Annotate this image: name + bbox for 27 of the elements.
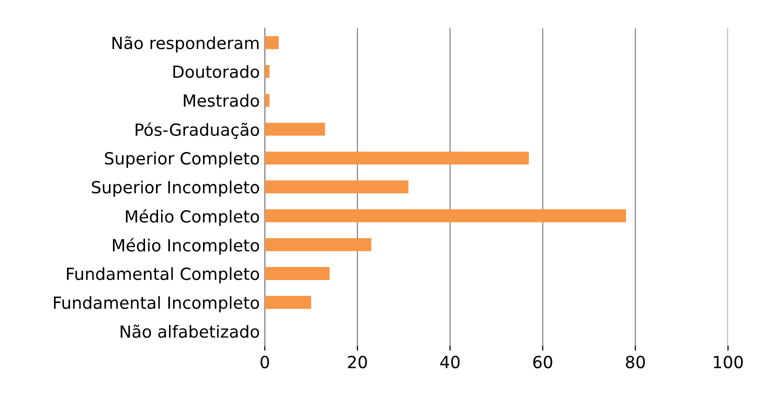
y-tick-label: Não responderam: [112, 36, 259, 53]
y-tick-label: Fundamental Incompleto: [54, 296, 260, 312]
y-tick-label: Pós-Graduação: [136, 122, 260, 139]
bar: [264, 238, 372, 252]
bar: [264, 267, 330, 280]
bar: [264, 122, 326, 136]
x-tick-label: 100: [714, 356, 743, 368]
y-tick-label: Superior Completo: [104, 152, 260, 168]
x-tick-label: 0: [260, 356, 269, 368]
y-tick-label: Mestrado: [184, 94, 260, 107]
bar: [264, 64, 270, 78]
x-tick-label: 40: [440, 356, 460, 368]
y-tick-label: Fundamental Completo: [66, 267, 260, 284]
y-tick-label: Não alfabetizado: [120, 324, 260, 338]
bar: [264, 94, 270, 107]
y-tick-label: Médio Completo: [126, 209, 260, 226]
bar: [264, 180, 408, 194]
y-tick-label: Superior Incompleto: [92, 180, 260, 197]
bar: [264, 152, 529, 165]
bar: [264, 36, 279, 50]
y-tick-label: Médio Incompleto: [112, 238, 260, 255]
x-tick-label: 80: [626, 356, 645, 368]
x-tick-label: 60: [533, 356, 552, 368]
bar: [264, 209, 626, 222]
y-tick-label: Doutorado: [173, 65, 260, 78]
bar: [264, 296, 312, 309]
x-tick-label: 20: [348, 356, 367, 368]
